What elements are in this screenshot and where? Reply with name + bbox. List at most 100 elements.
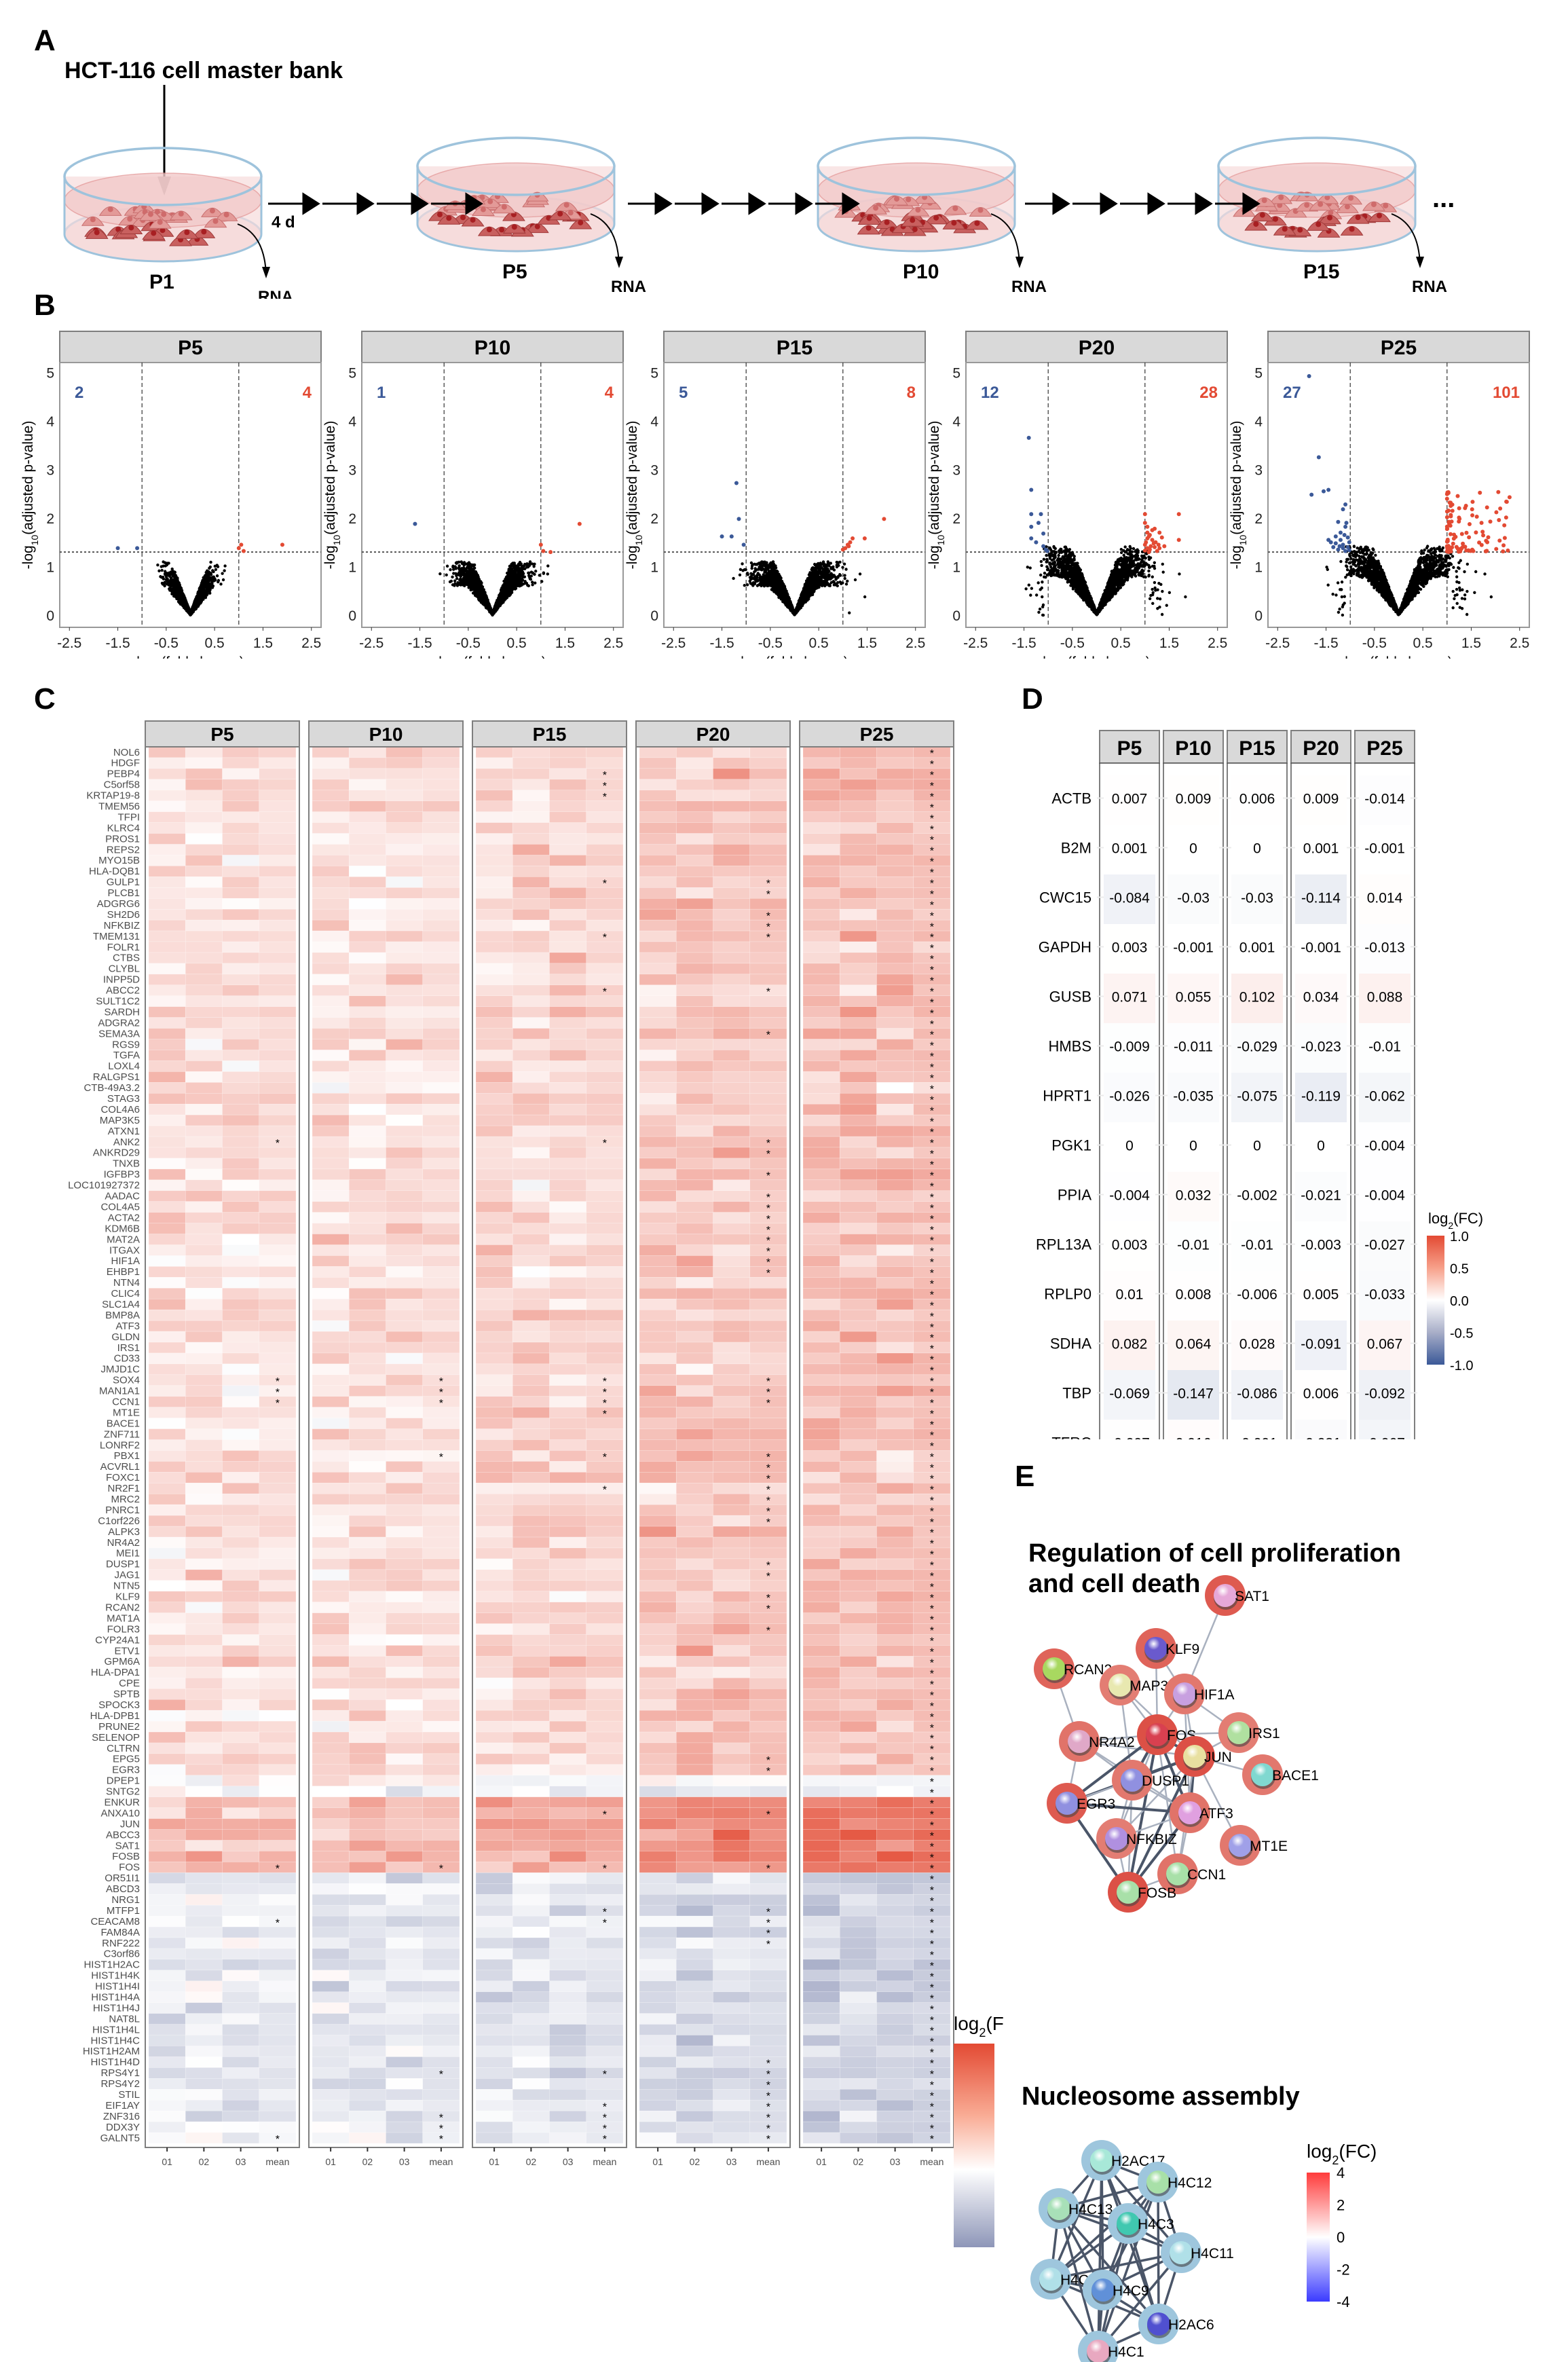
- heatmap-cell: [312, 2056, 350, 2068]
- heatmap-cell: [185, 1862, 223, 1873]
- chevron-arrow: [1215, 192, 1261, 215]
- heatmap-cell: [586, 2046, 624, 2057]
- heatmap-cell: [749, 1082, 787, 1094]
- heatmap-cell: [749, 1731, 787, 1743]
- heatmap-cell: [512, 844, 550, 855]
- gene-label: CCN1: [112, 1397, 140, 1408]
- heatmap-cell: [512, 1818, 550, 1830]
- heatmap-cell: [348, 1591, 386, 1603]
- sig-down-point: [135, 546, 140, 551]
- heatmap-cell: [713, 1028, 751, 1039]
- heatmap-cell: [713, 1883, 751, 1895]
- heatmap-cell: [259, 941, 297, 953]
- heatmap-cell: [639, 2024, 677, 2035]
- significance-star: *: [930, 878, 934, 889]
- heatmap-cell: [386, 1851, 424, 1862]
- heatmap-cell: [802, 1807, 840, 1819]
- column-label: 03: [563, 2156, 574, 2167]
- heatmap-cell: [185, 1266, 223, 1278]
- heatmap-cell: [475, 757, 513, 769]
- heatmap-cell: [222, 1840, 260, 1851]
- heatmap-cell: [549, 1775, 587, 1787]
- heatmap-cell: [802, 1428, 840, 1440]
- heatmap-cell: [475, 1580, 513, 1592]
- heatmap-cell: [675, 1764, 713, 1776]
- heatmap-cell: [549, 1428, 587, 1440]
- heatmap-cell: [259, 2110, 297, 2122]
- heatmap-cell: [802, 952, 840, 964]
- node-ccn1: [1166, 1862, 1189, 1885]
- heatmap-cell: [639, 1926, 677, 1938]
- facet-title: P20: [696, 724, 730, 745]
- heatmap-cell: [549, 1006, 587, 1018]
- heatmap-cell: [386, 768, 424, 780]
- heatmap-cell: [913, 1461, 951, 1473]
- row-gene-label: B2M: [1061, 840, 1091, 857]
- heatmap-cell: [549, 1287, 587, 1299]
- heatmap-cell: [222, 941, 260, 953]
- heatmap-cell: [512, 1904, 550, 1917]
- heatmap-cell: [549, 1244, 587, 1256]
- heatmap-cell: [749, 1872, 787, 1884]
- heatmap-cell: [312, 1006, 350, 1018]
- heatmap-cell: [512, 1244, 550, 1256]
- heatmap-cell: [876, 1298, 914, 1310]
- heatmap-cell: [512, 1039, 550, 1050]
- sig-up-point: [1485, 505, 1489, 510]
- sig-down-point: [1336, 519, 1341, 524]
- significance-star: *: [930, 1463, 934, 1475]
- heatmap-cell: [475, 1418, 513, 1429]
- significance-star: *: [930, 1658, 934, 1669]
- heatmap-cell: [475, 1363, 513, 1376]
- heatmap-cell: [386, 1948, 424, 1960]
- heatmap-cell: [475, 1720, 513, 1733]
- heatmap-cell: [312, 2132, 350, 2144]
- significance-star: *: [439, 1376, 443, 1388]
- significance-star: *: [276, 1917, 280, 1929]
- significance-star: *: [930, 1138, 934, 1149]
- heatmap-cell: [749, 1309, 787, 1321]
- cell-value: -0.062: [1364, 1089, 1405, 1105]
- significance-star: *: [603, 2112, 607, 2124]
- facet-strip: [1267, 331, 1530, 363]
- heatmap-cell: [422, 1688, 460, 1700]
- heatmap-cell: [586, 963, 624, 975]
- heatmap-cell: [348, 1710, 386, 1722]
- heatmap-cell: [386, 2024, 424, 2035]
- heatmap-cell: [422, 833, 460, 845]
- significance-star: *: [930, 1831, 934, 1843]
- cell-nucleus: [951, 220, 957, 226]
- heatmap-cell: [839, 1786, 877, 1798]
- heatmap-cell: [802, 800, 840, 812]
- heatmap-cell: [148, 963, 186, 975]
- heatmap-cell: [876, 1536, 914, 1549]
- significance-star: *: [603, 1484, 607, 1496]
- significance-star: *: [276, 2134, 280, 2145]
- plot-area: [361, 362, 624, 628]
- heatmap-cell: [639, 1667, 677, 1678]
- heatmap-cell: [639, 757, 677, 769]
- cell-nucleus: [1297, 227, 1303, 233]
- cell-value: 0.01: [1116, 1287, 1144, 1303]
- heatmap-cell: [386, 1439, 424, 1451]
- heatmap-cell: [422, 2088, 460, 2101]
- heatmap-cell: [586, 1591, 624, 1603]
- significance-star: *: [766, 1625, 770, 1637]
- heatmap-cell: [475, 1114, 513, 1126]
- heatmap-cell: [839, 2056, 877, 2068]
- table-cell: [1104, 1023, 1155, 1073]
- heatmap-cell: [586, 2002, 624, 2014]
- heatmap-cell: [639, 1428, 677, 1440]
- significance-star: *: [766, 1593, 770, 1604]
- heatmap-cell: [639, 1796, 677, 1808]
- heatmap-cell: [839, 1168, 877, 1181]
- heatmap-cell: [259, 1667, 297, 1678]
- gene-label: LONRF2: [100, 1439, 140, 1451]
- row-gene-label: HPRT1: [1043, 1088, 1091, 1105]
- gene-label: JAG1: [114, 1570, 140, 1581]
- heatmap-cell: [422, 1050, 460, 1061]
- heatmap-cell: [386, 1515, 424, 1527]
- cell-value: 0.067: [1367, 1337, 1403, 1352]
- significance-star: *: [930, 1517, 934, 1528]
- heatmap-cell: [713, 1731, 751, 1743]
